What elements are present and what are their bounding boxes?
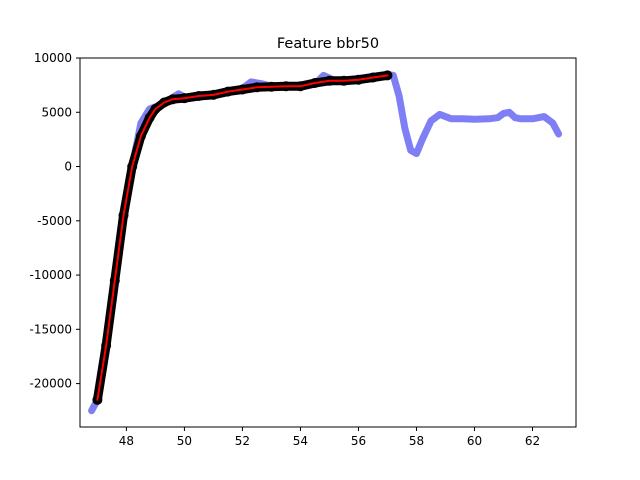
y-tick-label: -10000: [29, 268, 72, 282]
series-layer: [88, 70, 563, 415]
x-tick-label: 58: [409, 434, 424, 448]
plot-frame: [79, 57, 577, 428]
x-tick-label: 52: [235, 434, 250, 448]
chart-title: Feature bbr50: [277, 36, 379, 52]
y-tick-label: 10000: [34, 51, 72, 65]
y-tick-label: -15000: [29, 322, 72, 336]
x-tick-label: 60: [467, 434, 482, 448]
x-tick-label: 54: [293, 434, 308, 448]
x-tick-label: 56: [351, 434, 366, 448]
x-tick-label: 50: [177, 434, 192, 448]
y-tick-label: -5000: [37, 214, 72, 228]
x-tick-label: 62: [525, 434, 540, 448]
series-2-line: [96, 74, 389, 401]
y-tick-label: 0: [64, 160, 72, 174]
x-axis: 48 50 52 54 56 58 60 62: [119, 427, 540, 448]
y-tick-label: 5000: [41, 105, 72, 119]
y-tick-label: -20000: [29, 377, 72, 391]
y-axis: 10000 5000 0 -5000 -10000 -15000 -20000: [29, 51, 80, 391]
series-0-line: [88, 70, 563, 415]
x-tick-label: 48: [119, 434, 134, 448]
